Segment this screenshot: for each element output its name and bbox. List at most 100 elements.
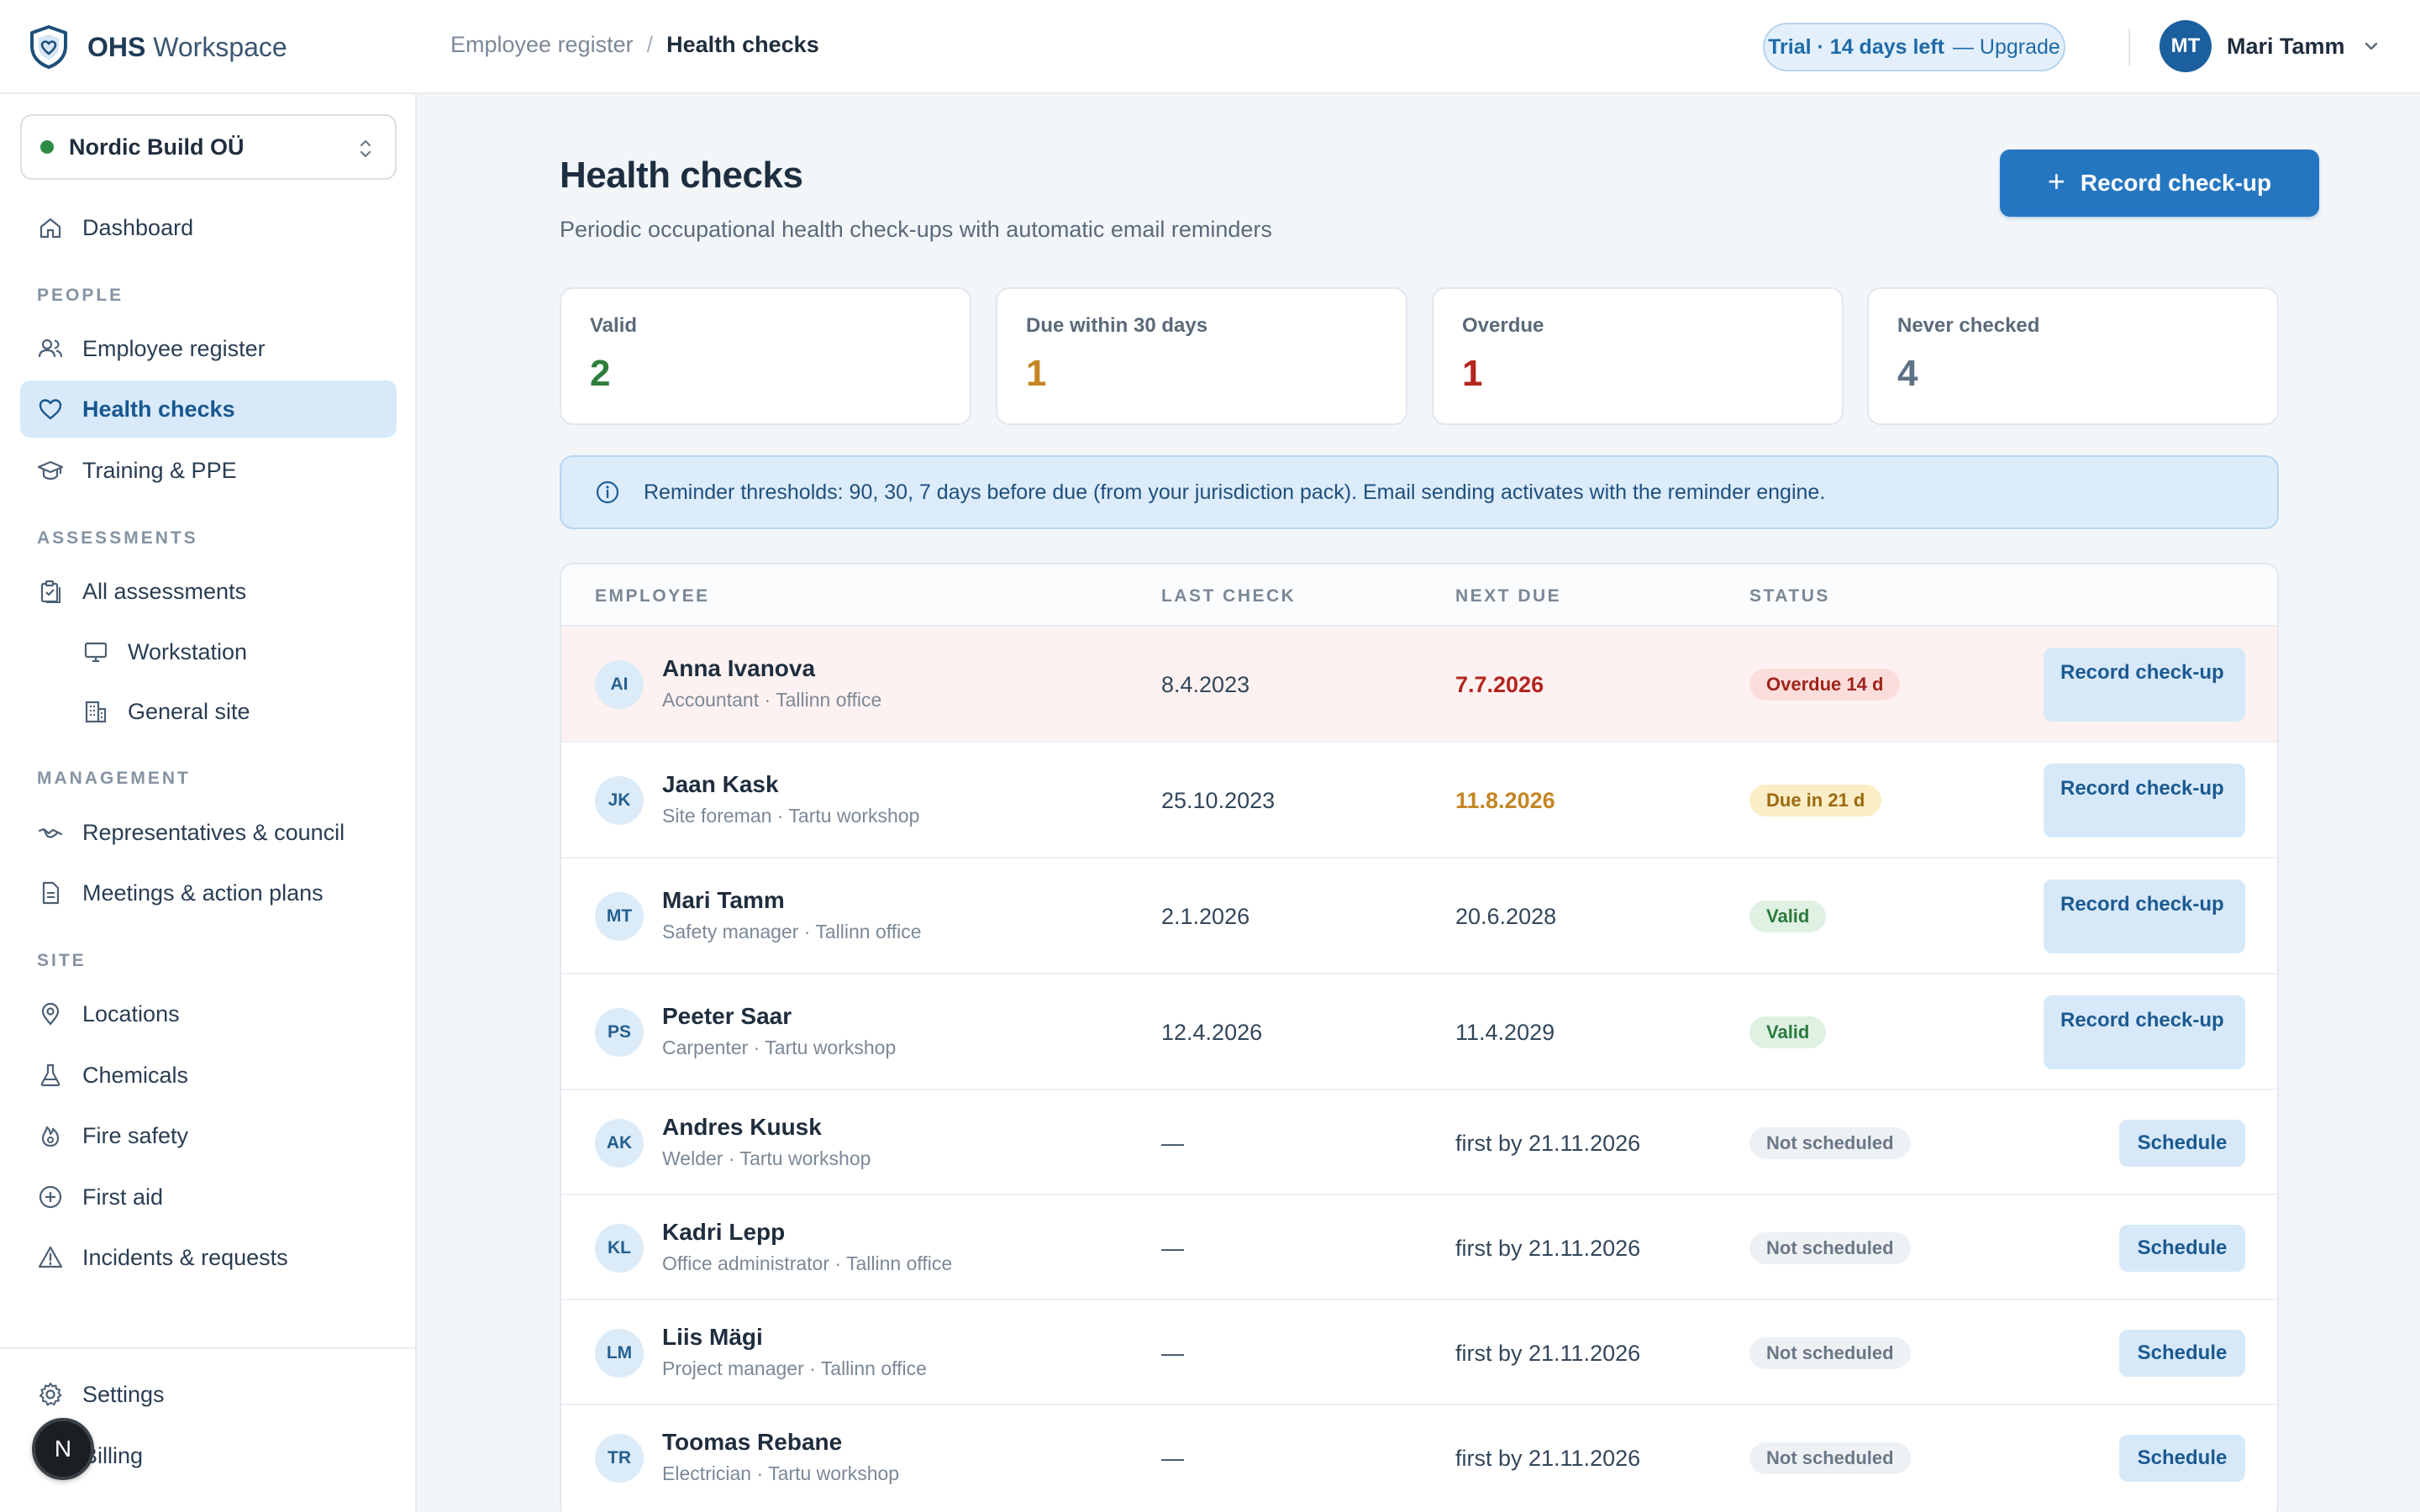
- building-icon: [85, 701, 107, 723]
- sidebar-item-all-assessments[interactable]: All assessments: [20, 563, 397, 620]
- breadcrumb-separator: /: [646, 32, 654, 57]
- column-header-last-check[interactable]: LAST CHECK: [1161, 586, 1297, 606]
- sidebar-item-label: Dashboard: [82, 214, 194, 240]
- last-check: 12.4.2026: [1161, 1020, 1263, 1045]
- stat-label: Valid: [590, 314, 638, 337]
- stat-label: Overdue: [1462, 314, 1544, 337]
- section-management: MANAGEMENT: [37, 769, 191, 788]
- last-check: 2.1.2026: [1161, 904, 1250, 929]
- sidebar-item-fire-safety[interactable]: Fire safety: [20, 1107, 397, 1164]
- employee-avatar: TR: [595, 1434, 644, 1483]
- table-row[interactable]: AK Andres Kuusk Welder · Tartu workshop …: [561, 1090, 2277, 1195]
- brand[interactable]: OHS Workspace: [25, 24, 287, 71]
- sidebar-item-training-ppe[interactable]: Training & PPE: [20, 442, 397, 499]
- record-check-up-button[interactable]: + Record check-up: [2000, 150, 2319, 217]
- employee-meta: Project manager · Tallinn office: [662, 1357, 927, 1379]
- record-check-up-row-button[interactable]: Record check-up: [2044, 648, 2245, 722]
- table-row[interactable]: KL Kadri Lepp Office administrator · Tal…: [561, 1195, 2277, 1300]
- table-row[interactable]: MT Mari Tamm Safety manager · Tallinn of…: [561, 858, 2277, 974]
- employee-name[interactable]: Mari Tamm: [662, 887, 785, 913]
- table-row[interactable]: PS Peeter Saar Carpenter · Tartu worksho…: [561, 974, 2277, 1090]
- sidebar-item-label: Employee register: [82, 335, 266, 361]
- breadcrumb: Employee register / Health checks: [450, 32, 819, 58]
- sidebar-item-general-site[interactable]: General site: [20, 683, 397, 740]
- breadcrumb-current: Health checks: [666, 32, 819, 57]
- sidebar-item-label: All assessments: [82, 578, 247, 604]
- record-check-up-row-button[interactable]: Record check-up: [2044, 764, 2245, 837]
- sidebar-item-incidents[interactable]: Incidents & requests: [20, 1229, 397, 1286]
- top-bar: OHS Workspace Employee register / Health…: [0, 0, 2420, 94]
- employee-avatar: PS: [595, 1008, 644, 1057]
- sidebar-item-meetings[interactable]: Meetings & action plans: [20, 864, 397, 921]
- user-menu[interactable]: MT Mari Tamm: [2160, 20, 2381, 72]
- sidebar-item-first-aid[interactable]: First aid: [20, 1168, 397, 1226]
- health-checks-table: EMPLOYEE LAST CHECK NEXT DUE STATUS AI A…: [560, 563, 2279, 1512]
- employee-avatar: LM: [595, 1329, 644, 1378]
- record-check-up-row-button[interactable]: Record check-up: [2044, 879, 2245, 953]
- schedule-button[interactable]: Schedule: [2119, 1120, 2245, 1167]
- employee-avatar: MT: [595, 892, 644, 941]
- table-row[interactable]: TR Toomas Rebane Electrician · Tartu wor…: [561, 1405, 2277, 1510]
- org-name: Nordic Build OÜ: [69, 134, 245, 160]
- status-badge: Not scheduled: [1749, 1232, 1911, 1264]
- status-badge: Valid: [1749, 1016, 1827, 1048]
- employee-name[interactable]: Peeter Saar: [662, 1003, 792, 1029]
- next-due: 11.8.2026: [1455, 788, 1555, 813]
- employee-name[interactable]: Andres Kuusk: [662, 1114, 822, 1140]
- status-badge: Due in 21 d: [1749, 785, 1882, 816]
- table-row[interactable]: AI Anna Ivanova Accountant · Tallinn off…: [561, 627, 2277, 743]
- sidebar-item-locations[interactable]: Locations: [20, 985, 397, 1042]
- table-row[interactable]: JK Jaan Kask Site foreman · Tartu worksh…: [561, 743, 2277, 858]
- sidebar-divider: [0, 1347, 415, 1349]
- employee-meta: Office administrator · Tallinn office: [662, 1252, 953, 1274]
- employee-meta: Safety manager · Tallinn office: [662, 921, 922, 942]
- column-header-status[interactable]: STATUS: [1749, 586, 1830, 606]
- employee-meta: Carpenter · Tartu workshop: [662, 1037, 897, 1058]
- upgrade-link[interactable]: — Upgrade: [1952, 34, 2060, 59]
- sidebar-item-dashboard[interactable]: Dashboard: [20, 199, 397, 256]
- brand-name: OHS Workspace: [87, 31, 287, 62]
- employee-name[interactable]: Toomas Rebane: [662, 1429, 843, 1455]
- schedule-button[interactable]: Schedule: [2119, 1225, 2245, 1272]
- organization-switcher[interactable]: Nordic Build OÜ: [20, 114, 397, 180]
- last-check: —: [1161, 1236, 1184, 1261]
- column-header-next-due[interactable]: NEXT DUE: [1455, 586, 1562, 606]
- map-pin-icon: [41, 1002, 60, 1026]
- table-row[interactable]: LM Liis Mägi Project manager · Tallinn o…: [561, 1300, 2277, 1405]
- schedule-button[interactable]: Schedule: [2119, 1435, 2245, 1482]
- trial-upgrade-badge[interactable]: Trial · 14 days left — Upgrade: [1763, 23, 2065, 71]
- column-header-employee[interactable]: EMPLOYEE: [595, 586, 710, 606]
- employee-name[interactable]: Jaan Kask: [662, 771, 779, 797]
- employee-name[interactable]: Anna Ivanova: [662, 655, 816, 681]
- next-due: first by 21.11.2026: [1455, 1341, 1641, 1366]
- plus-icon: +: [2047, 164, 2065, 198]
- schedule-button[interactable]: Schedule: [2119, 1330, 2245, 1377]
- sidebar-item-label: First aid: [82, 1184, 164, 1210]
- sidebar-item-label: Health checks: [82, 396, 235, 422]
- status-badge: Not scheduled: [1749, 1337, 1911, 1369]
- employee-avatar: KL: [595, 1224, 644, 1273]
- avatar: MT: [2160, 20, 2212, 72]
- next-due: first by 21.11.2026: [1455, 1446, 1641, 1471]
- sidebar-item-label: Workstation: [128, 638, 248, 664]
- breadcrumb-employee-register[interactable]: Employee register: [450, 32, 634, 57]
- handshake-icon: [38, 827, 63, 838]
- floating-avatar-button[interactable]: N: [32, 1418, 94, 1480]
- sidebar-item-settings[interactable]: Settings: [20, 1366, 397, 1423]
- sidebar-item-workstation[interactable]: Workstation: [20, 623, 397, 680]
- sidebar-item-employee-register[interactable]: Employee register: [20, 320, 397, 377]
- sidebar-item-label: Representatives & council: [82, 819, 345, 845]
- gear-icon: [39, 1383, 62, 1406]
- sidebar-item-chemicals[interactable]: Chemicals: [20, 1047, 397, 1104]
- employee-name[interactable]: Kadri Lepp: [662, 1219, 786, 1245]
- sidebar-item-label: Settings: [82, 1381, 165, 1407]
- employee-name[interactable]: Liis Mägi: [662, 1324, 763, 1350]
- sidebar-item-label: Locations: [82, 1000, 180, 1026]
- last-check: —: [1161, 1341, 1184, 1366]
- sidebar-item-representatives[interactable]: Representatives & council: [20, 804, 397, 861]
- last-check: 25.10.2023: [1161, 788, 1276, 813]
- record-check-up-row-button[interactable]: Record check-up: [2044, 995, 2245, 1069]
- sidebar-item-health-checks[interactable]: Health checks: [20, 381, 397, 438]
- page-title: Health checks: [560, 155, 803, 196]
- page-subtitle: Periodic occupational health check-ups w…: [560, 217, 1272, 242]
